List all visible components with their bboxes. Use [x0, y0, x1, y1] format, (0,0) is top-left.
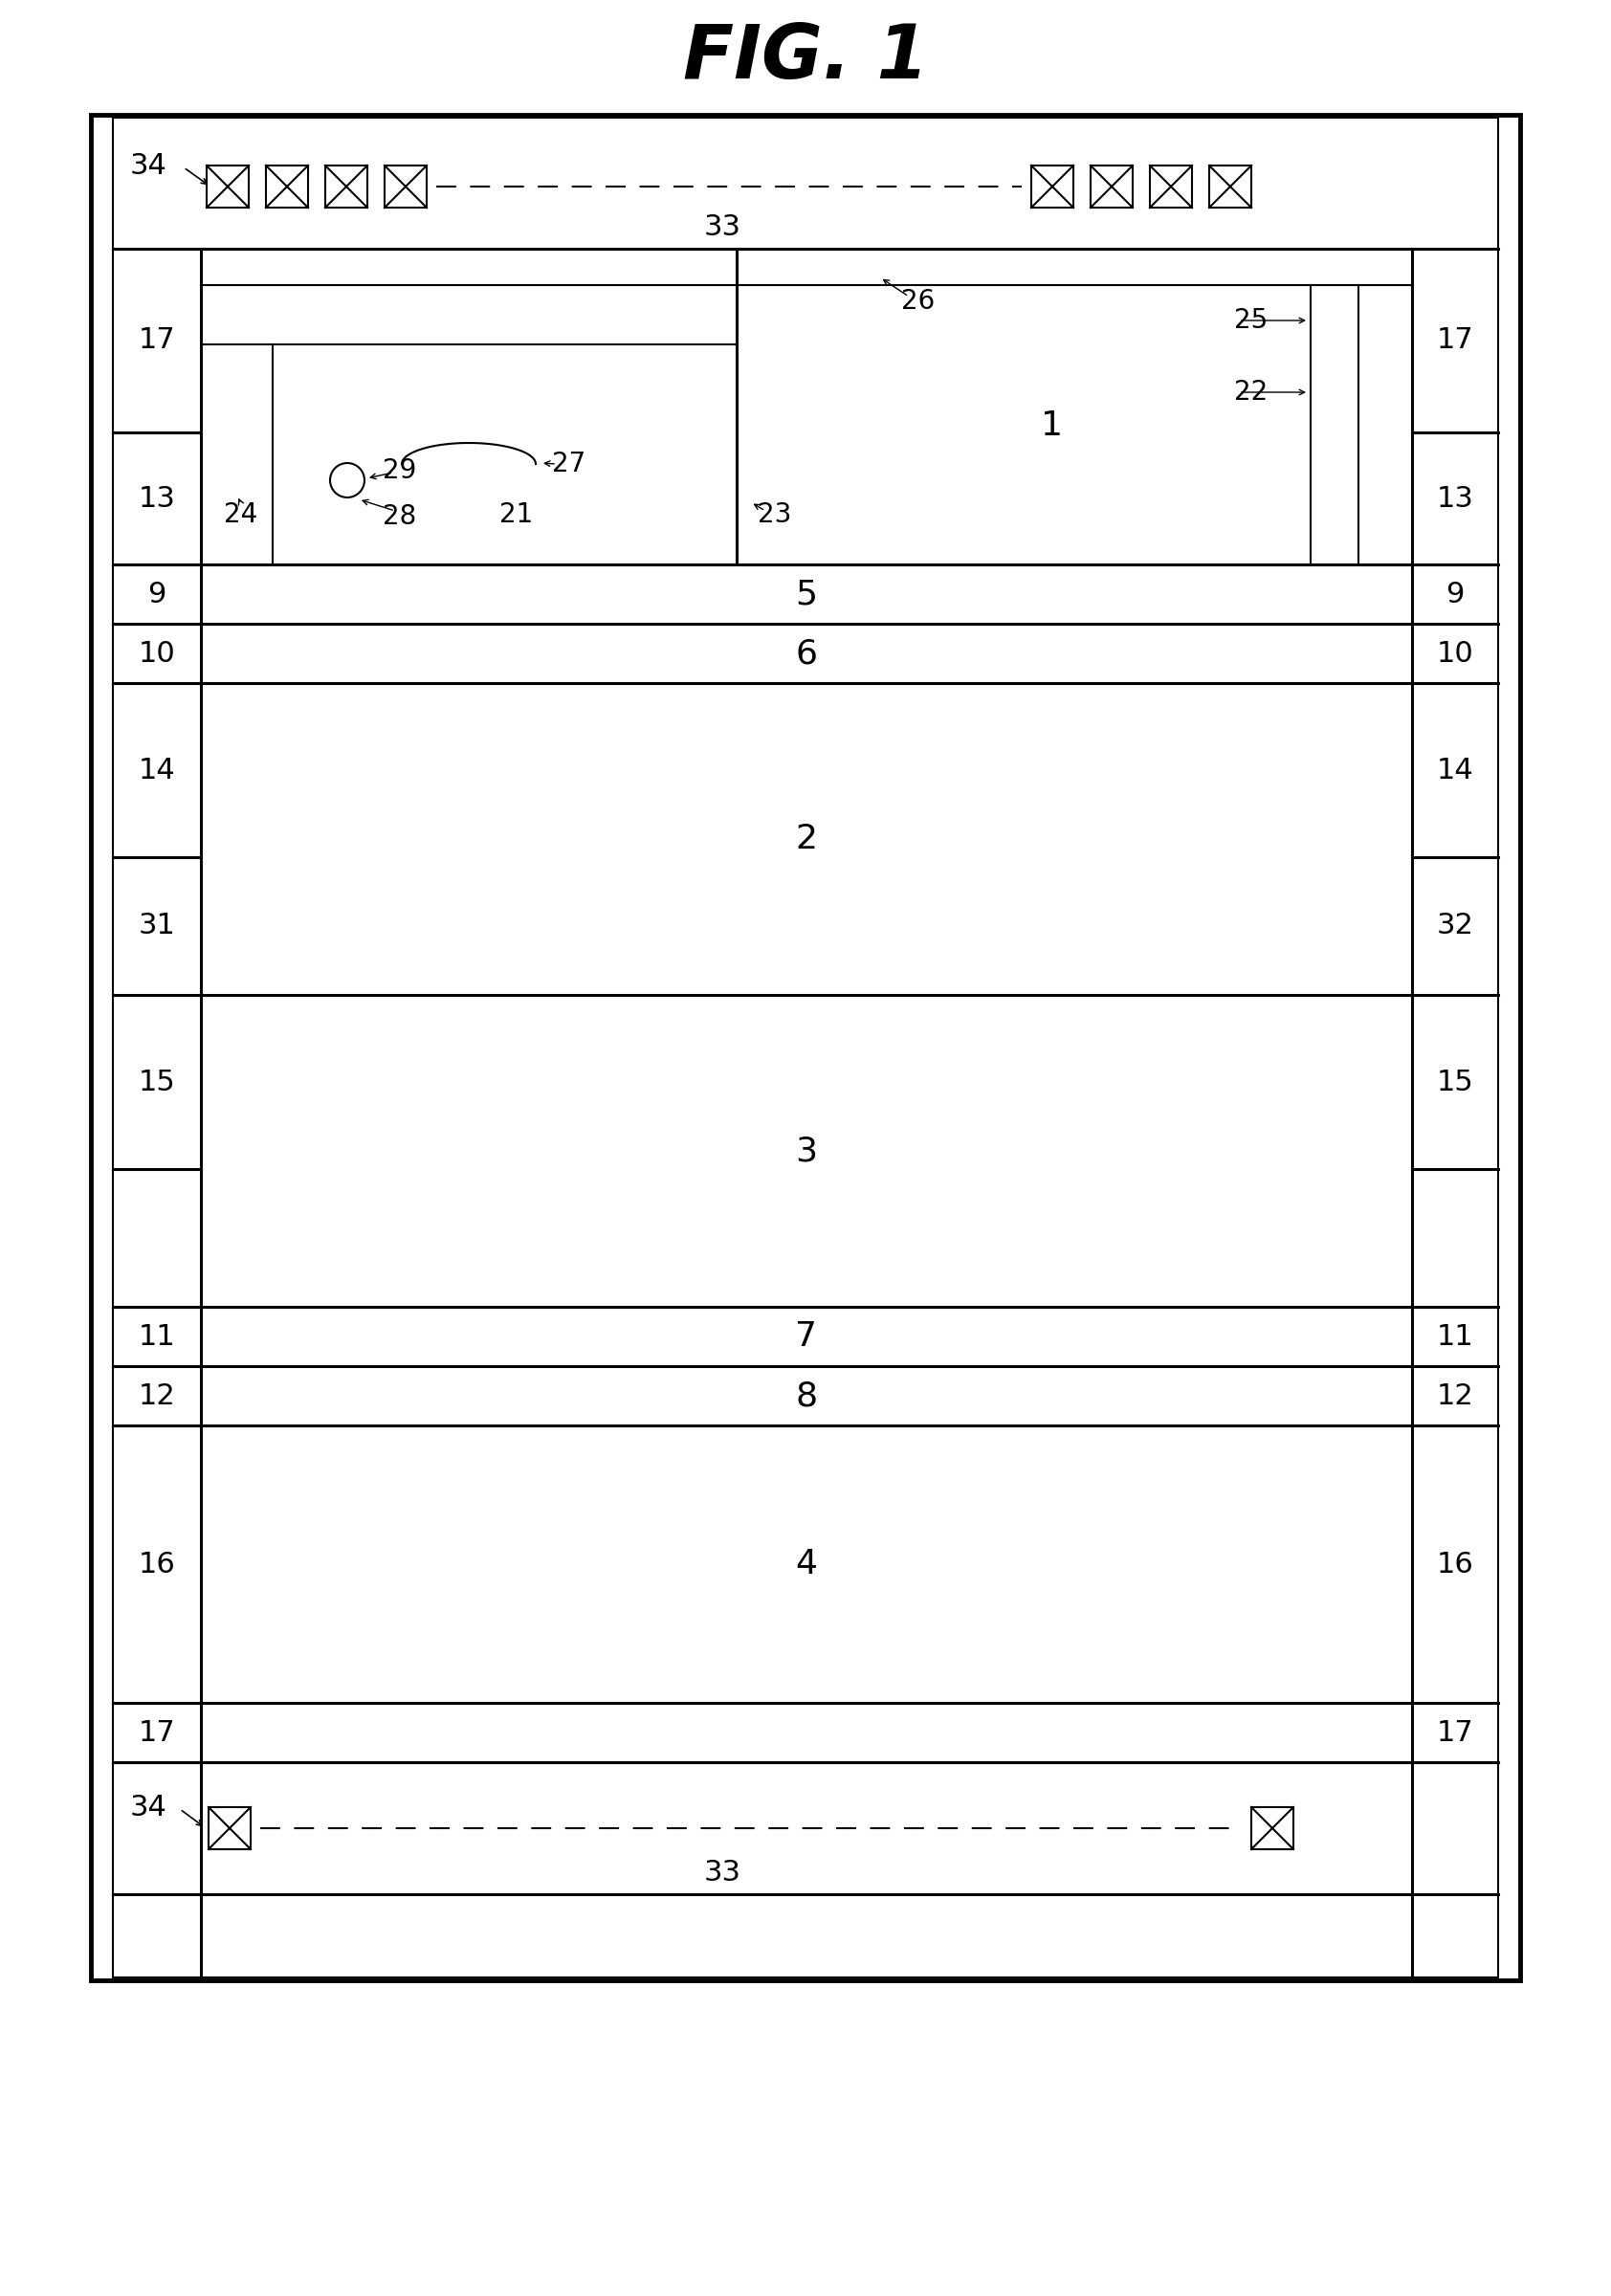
Text: 13: 13 [139, 484, 176, 512]
Text: 14: 14 [139, 755, 176, 783]
Bar [1091, 165, 1133, 207]
Text: 11: 11 [139, 1322, 176, 1350]
Text: 3: 3 [796, 1134, 817, 1166]
Text: 27: 27 [553, 450, 586, 478]
Bar [90, 115, 1521, 1979]
Text: 6: 6 [796, 636, 817, 670]
Text: 5: 5 [796, 579, 817, 611]
Text: 28: 28 [383, 503, 417, 530]
Text: 24: 24 [224, 501, 258, 528]
Text: 21: 21 [499, 501, 533, 528]
Text: 31: 31 [139, 912, 176, 939]
Text: 26: 26 [902, 287, 936, 315]
Bar [1252, 1807, 1294, 1848]
Text: 34: 34 [130, 152, 168, 179]
Text: 16: 16 [1437, 1550, 1474, 1577]
Text: 17: 17 [139, 1720, 176, 1747]
Text: 8: 8 [796, 1380, 817, 1412]
Text: 10: 10 [1437, 641, 1474, 668]
Text: 1: 1 [1041, 409, 1063, 441]
Text: 25: 25 [1234, 308, 1268, 333]
Text: 7: 7 [796, 1320, 817, 1352]
Text: 14: 14 [1437, 755, 1474, 783]
Text: 17: 17 [1437, 1720, 1474, 1747]
Text: 13: 13 [1437, 484, 1474, 512]
Text: 23: 23 [757, 501, 793, 528]
Bar [1150, 165, 1192, 207]
Text: 9: 9 [148, 581, 166, 608]
Bar [1031, 165, 1073, 207]
Text: 33: 33 [704, 1860, 741, 1887]
Text: 12: 12 [139, 1382, 176, 1410]
Text: 32: 32 [1437, 912, 1474, 939]
Text: 9: 9 [1445, 581, 1464, 608]
Text: 11: 11 [1437, 1322, 1474, 1350]
Text: 15: 15 [1437, 1068, 1474, 1095]
Text: FIG. 1: FIG. 1 [683, 21, 928, 94]
Text: 33: 33 [704, 214, 741, 241]
Circle shape [330, 464, 364, 498]
Text: 29: 29 [383, 457, 417, 484]
Text: 22: 22 [1234, 379, 1268, 406]
Bar [206, 165, 248, 207]
Text: 2: 2 [796, 822, 817, 854]
Text: 4: 4 [796, 1548, 817, 1580]
Bar [1210, 165, 1252, 207]
Text: 16: 16 [139, 1550, 176, 1577]
Text: 15: 15 [139, 1068, 176, 1095]
Bar [325, 165, 367, 207]
Bar [385, 165, 427, 207]
Bar [266, 165, 308, 207]
Bar [113, 117, 1498, 1977]
Text: 17: 17 [1437, 326, 1474, 354]
Text: 34: 34 [130, 1793, 168, 1821]
Text: 12: 12 [1437, 1382, 1474, 1410]
Text: 17: 17 [139, 326, 176, 354]
Bar [208, 1807, 251, 1848]
Text: 10: 10 [139, 641, 176, 668]
